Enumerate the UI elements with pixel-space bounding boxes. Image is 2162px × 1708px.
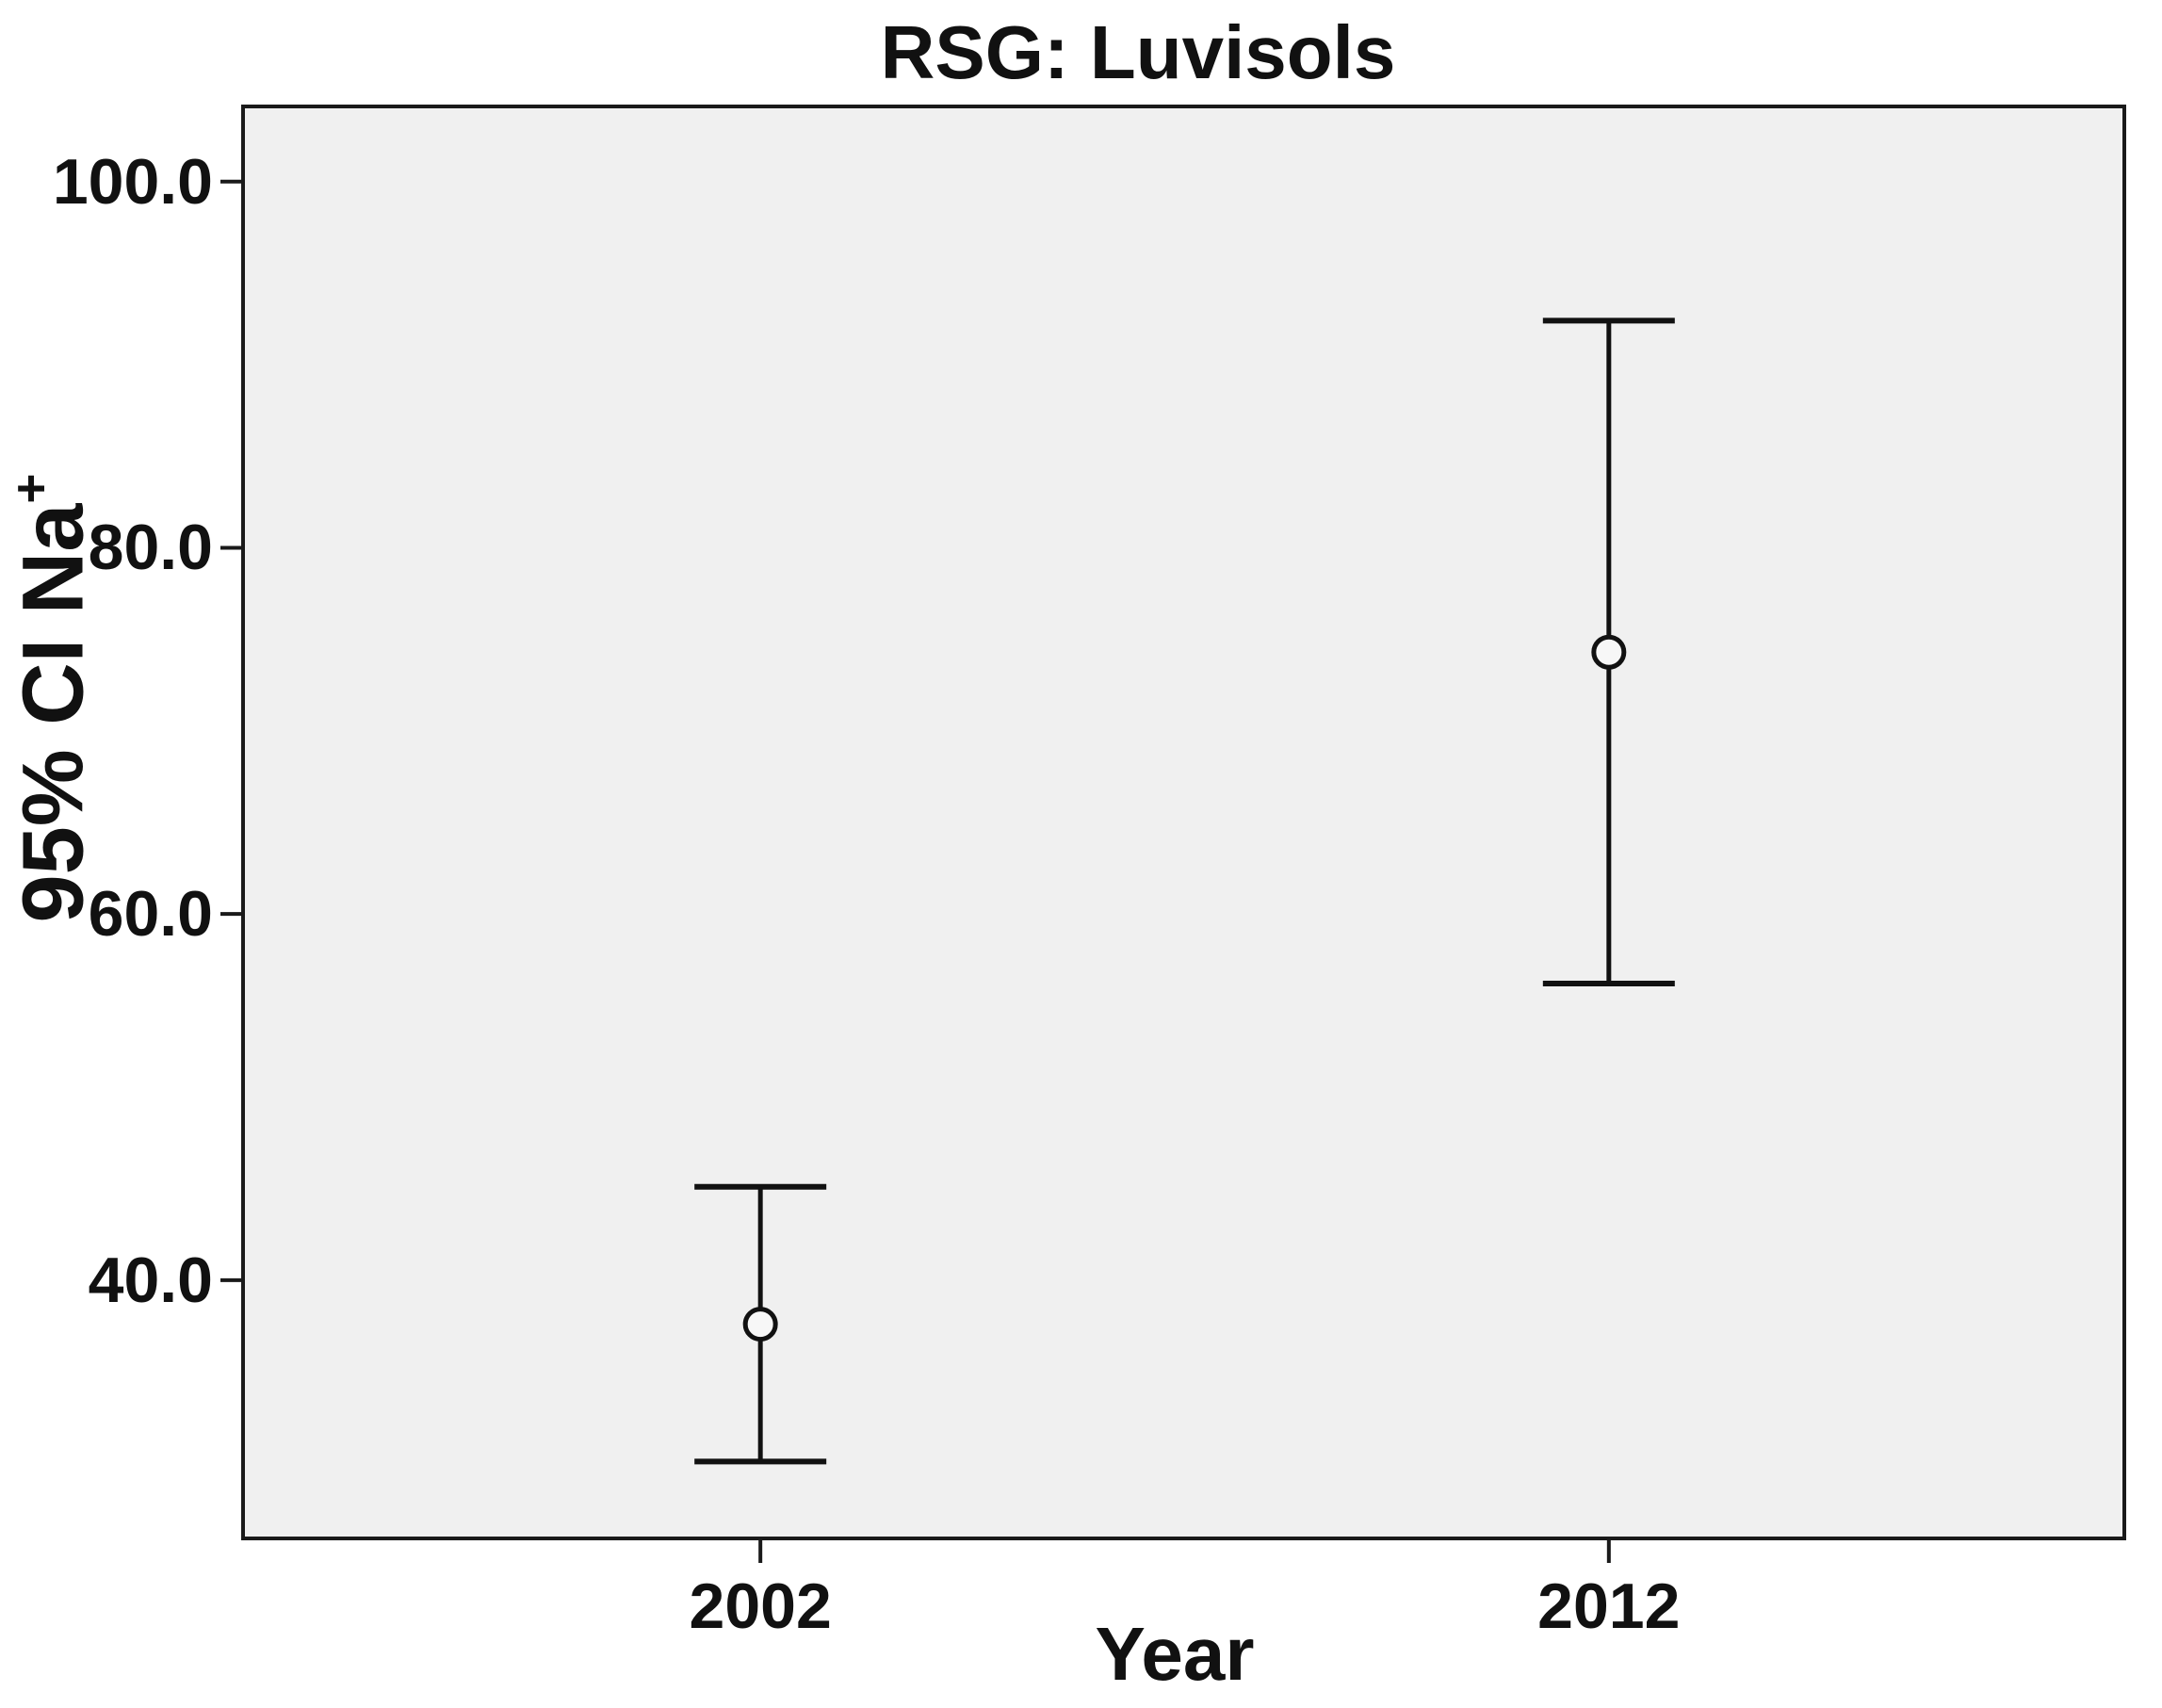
x-axis-title: Year	[1095, 1612, 1255, 1696]
plot-frame	[241, 105, 2126, 1540]
mean-marker-2012	[1591, 634, 1627, 670]
y-tick-label-40: 40.0	[88, 1244, 213, 1316]
plot-area-background	[243, 106, 2124, 1538]
y-tick-label-80: 80.0	[88, 512, 213, 584]
x-tick-label-2012: 2012	[1537, 1570, 1681, 1642]
mean-marker-2002	[742, 1307, 778, 1342]
y-tick-label-60: 60.0	[88, 878, 213, 951]
x-tick-label-2002: 2002	[689, 1570, 832, 1642]
chart-title: RSG: Luvisols	[880, 10, 1396, 94]
y-tick-label-100: 100.0	[52, 145, 213, 218]
